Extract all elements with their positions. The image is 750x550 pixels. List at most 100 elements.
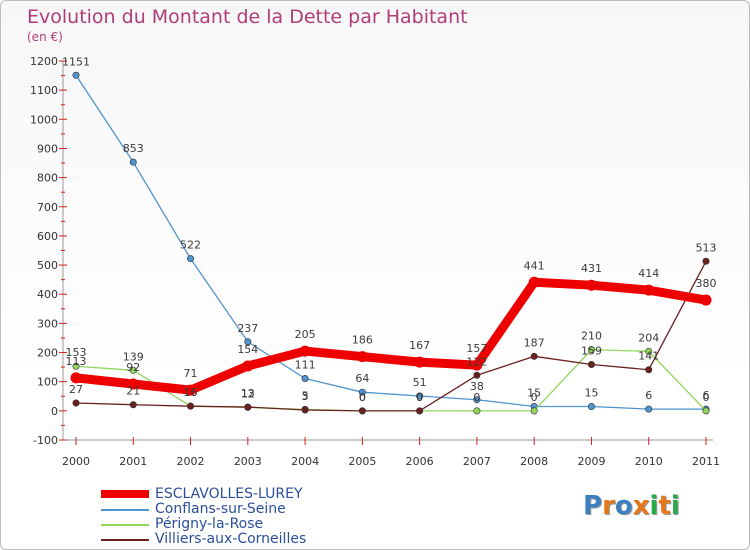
data-point <box>473 407 481 415</box>
data-label: 431 <box>581 262 602 275</box>
data-label: 3 <box>302 390 309 403</box>
data-point <box>244 403 252 411</box>
data-point <box>530 352 538 360</box>
data-point <box>645 405 653 413</box>
data-label: 6 <box>703 389 710 402</box>
data-point <box>700 294 712 306</box>
data-label: 71 <box>184 367 198 380</box>
data-label: 21 <box>126 385 140 398</box>
data-label: 0 <box>416 391 423 404</box>
y-tick-label: 300 <box>37 317 58 330</box>
data-label: 113 <box>66 355 87 368</box>
data-point <box>416 407 424 415</box>
x-tick-label: 2007 <box>463 455 491 468</box>
y-tick-label: 500 <box>37 259 58 272</box>
y-tick-label: -100 <box>33 434 58 447</box>
data-point <box>127 378 139 390</box>
series-line <box>75 260 707 412</box>
data-point <box>587 346 595 354</box>
data-label: 92 <box>126 361 140 374</box>
data-label: 153 <box>66 346 87 359</box>
data-label: 15 <box>527 386 541 399</box>
data-point <box>473 396 481 404</box>
data-point <box>187 402 195 410</box>
data-point <box>587 360 595 368</box>
data-point <box>530 407 538 415</box>
legend-swatch <box>101 509 149 511</box>
x-tick-label: 2001 <box>119 455 147 468</box>
data-label: 122 <box>466 355 487 368</box>
data-label: 414 <box>638 267 659 280</box>
data-label: 210 <box>581 330 602 343</box>
data-label: 513 <box>696 241 717 254</box>
data-label: 186 <box>352 334 373 347</box>
data-point <box>643 284 655 296</box>
logo-letter: r <box>602 491 615 521</box>
data-label: 0 <box>531 391 538 404</box>
data-label: 0 <box>359 391 366 404</box>
x-tick-label: 2008 <box>520 455 548 468</box>
data-label: 0 <box>703 391 710 404</box>
data-label: 139 <box>123 350 144 363</box>
logo-letter: i <box>670 491 680 521</box>
y-tick-label: 100 <box>37 376 58 389</box>
data-label: 157 <box>466 342 487 355</box>
x-tick-label: 2009 <box>577 455 605 468</box>
legend-swatch <box>101 524 149 526</box>
data-label: 853 <box>123 142 144 155</box>
data-label: 38 <box>470 380 484 393</box>
data-label: 204 <box>638 331 659 344</box>
chart-title: Evolution du Montant de la Dette par Hab… <box>27 6 468 28</box>
data-point <box>129 401 137 409</box>
data-label: 0 <box>416 391 423 404</box>
data-label: 0 <box>473 391 480 404</box>
x-tick-label: 2005 <box>348 455 376 468</box>
data-point <box>70 372 82 384</box>
y-tick-label: 1200 <box>30 55 58 68</box>
legend-label: Périgny-la-Rose <box>155 516 264 532</box>
data-label: 16 <box>184 386 198 399</box>
series-line <box>75 74 707 410</box>
y-tick-label: 800 <box>37 172 58 185</box>
data-point <box>358 407 366 415</box>
data-point <box>129 366 137 374</box>
x-tick-label: 2006 <box>406 455 434 468</box>
data-point <box>301 374 309 382</box>
legend-label: ESCLAVOLLES-LUREY <box>155 486 303 502</box>
data-point <box>585 279 597 291</box>
legend-label: Conflans-sur-Seine <box>155 501 286 517</box>
y-tick-label: 900 <box>37 142 58 155</box>
data-label: 16 <box>184 386 198 399</box>
y-tick-label: 0 <box>51 405 58 418</box>
data-point <box>72 71 80 79</box>
data-point <box>185 384 197 396</box>
data-label: 380 <box>696 277 717 290</box>
x-tick-label: 2000 <box>62 455 90 468</box>
data-label: 522 <box>180 239 201 252</box>
data-label: 167 <box>409 339 430 352</box>
x-tick-label: 2003 <box>234 455 262 468</box>
data-label: 13 <box>241 387 255 400</box>
logo-letter: x <box>632 491 650 521</box>
data-label: 12 <box>241 387 255 400</box>
data-label: 0 <box>359 391 366 404</box>
data-label: 154 <box>237 343 258 356</box>
data-point <box>528 276 540 288</box>
y-tick-label: 1000 <box>30 113 58 126</box>
proxiti-logo: Proxiti <box>583 491 680 521</box>
data-point <box>187 255 195 263</box>
data-label: 27 <box>69 383 83 396</box>
data-label: 15 <box>584 386 598 399</box>
data-label: 6 <box>645 389 652 402</box>
data-point <box>471 359 483 371</box>
x-tick-label: 2011 <box>692 455 720 468</box>
logo-letter: t <box>658 491 671 521</box>
x-tick-label: 2004 <box>291 455 319 468</box>
legend-label: Villiers-aux-Corneilles <box>155 531 307 547</box>
x-tick-label: 2010 <box>635 455 663 468</box>
data-point <box>702 257 710 265</box>
data-point <box>244 338 252 346</box>
data-label: 187 <box>524 336 545 349</box>
y-tick-label: 400 <box>37 288 58 301</box>
data-point <box>645 347 653 355</box>
